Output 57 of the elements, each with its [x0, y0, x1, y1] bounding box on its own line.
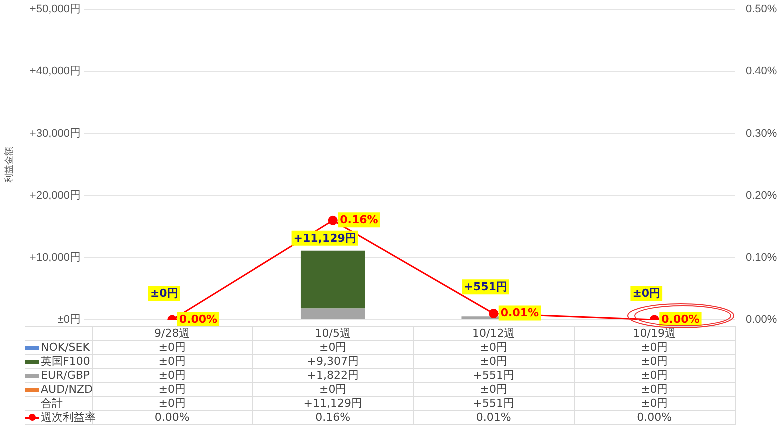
y-tick-label: +40,000円 — [30, 66, 81, 78]
data-label: ±0円 — [252, 382, 414, 396]
x-tick-label: 10/5週 — [252, 326, 414, 340]
data-label: ±0円 — [252, 340, 414, 354]
text: 0.16% — [340, 214, 378, 227]
y2-tick-label: 0.40% — [746, 66, 778, 78]
data-label: ±0円 — [92, 382, 253, 396]
y-tick-label: +20,000円 — [30, 190, 81, 202]
legend-label: 週次利益率 — [40, 410, 96, 424]
x-tick-label: 9/28週 — [92, 326, 253, 340]
y2-tick-label: 0.10% — [746, 252, 778, 264]
y2-tick-label: 0.20% — [746, 190, 778, 202]
y2-tick-label: 0.30% — [746, 128, 778, 140]
text: ±0円 — [641, 397, 668, 410]
data-label: ±0円 — [574, 368, 735, 382]
text: 合計 — [40, 397, 63, 410]
y2-tick-label: 0.50% — [746, 4, 778, 16]
y-tick-label: +30,000円 — [30, 128, 81, 140]
legend-label: EUR/GBP — [25, 368, 92, 382]
data-label: ±0円 — [92, 354, 253, 368]
data-label: ±0円 — [414, 382, 574, 396]
data-label: ±0円 — [414, 354, 574, 368]
data-label: 0.16% — [252, 410, 414, 424]
data-label: +9,307円 — [252, 354, 414, 368]
legend-label: 英国F100 — [25, 354, 92, 368]
y-tick-label: +50,000円 — [30, 4, 81, 16]
total-label: +11,129円 — [294, 232, 356, 245]
data-label: ±0円 — [414, 340, 574, 354]
data-label: +551円 — [414, 368, 574, 382]
y2-tick-label: 0.00% — [746, 314, 778, 326]
text: ±0円 — [158, 397, 186, 410]
data-label: ±0円 — [574, 354, 735, 368]
data-label: 0.00% — [154, 411, 190, 424]
x-tick-label: 10/12週 — [414, 326, 574, 340]
text: 0.01% — [500, 306, 540, 320]
data-label: 0.01% — [414, 410, 574, 424]
y-tick-label: +10,000円 — [30, 252, 81, 264]
total-label: ±0円 — [632, 286, 661, 300]
legend-label: NOK/SEK — [25, 340, 92, 354]
total-label: ±0円 — [150, 286, 178, 300]
data-label: ±0円 — [574, 382, 735, 396]
y-axis-title: 利益金額 — [4, 146, 14, 183]
text: 0.00% — [662, 312, 700, 326]
x-tick-label: 10/19週 — [574, 326, 735, 340]
text: +551円 — [473, 397, 514, 410]
data-label: 0.00% — [574, 410, 735, 424]
data-label: +1,822円 — [252, 368, 414, 382]
data-label: ±0円 — [574, 340, 735, 354]
bar — [300, 250, 366, 309]
text: 0.00% — [179, 312, 218, 326]
y-tick-label: ±0円 — [58, 314, 81, 326]
legend-label: AUD/NZD — [25, 382, 93, 396]
data-label: ±0円 — [92, 368, 253, 382]
text: +11,129円 — [304, 397, 362, 410]
bar — [300, 308, 366, 320]
data-label: ±0円 — [92, 340, 253, 354]
total-label: +551円 — [464, 280, 508, 294]
